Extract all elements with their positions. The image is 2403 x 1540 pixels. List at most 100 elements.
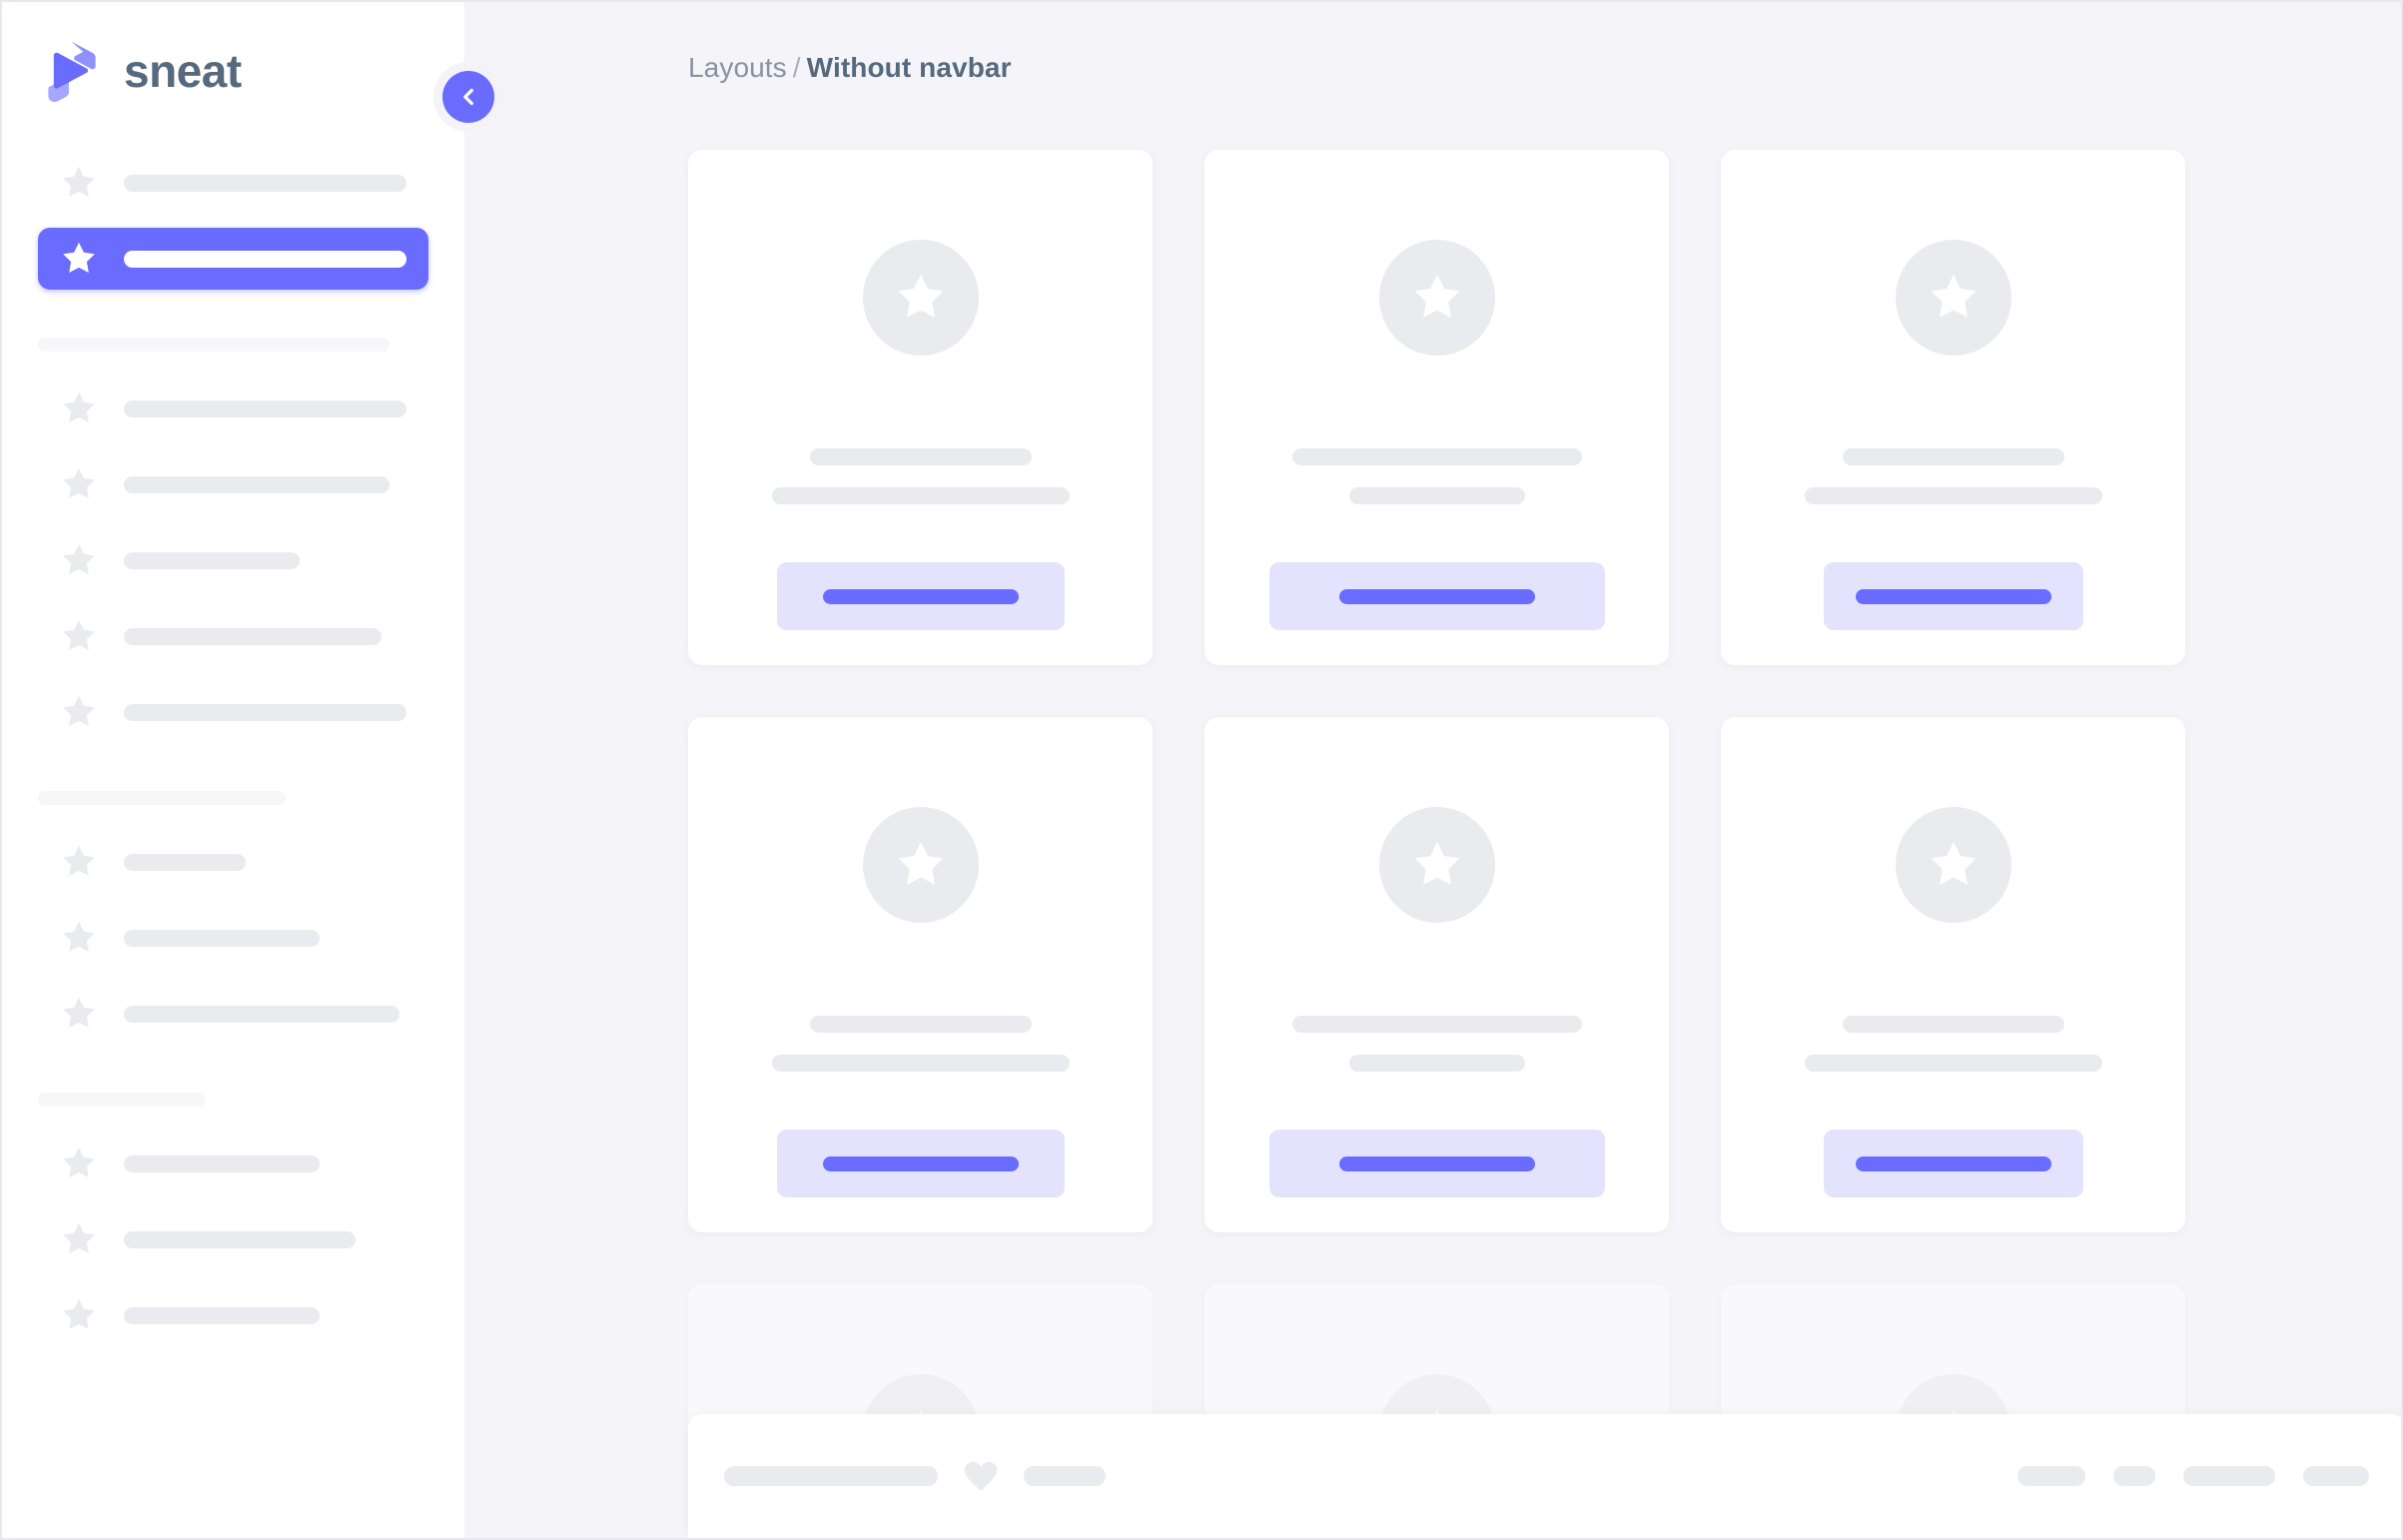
card-action-button[interactable]: [776, 1130, 1065, 1197]
main-content: Layouts / Without navbar: [464, 2, 2401, 1538]
sidebar-group-spacer: [2, 805, 464, 831]
card-subtitle-placeholder: [1348, 1055, 1525, 1072]
card-title-placeholder: [1842, 448, 2064, 465]
sidebar-item[interactable]: [38, 529, 428, 591]
sidebar-item[interactable]: [38, 378, 428, 439]
sidebar-item-label: [124, 1005, 400, 1023]
star-icon: [60, 919, 98, 957]
card-action-button[interactable]: [776, 562, 1065, 630]
card-action-button-label: [822, 1155, 1019, 1171]
sidebar-item-label: [124, 1306, 320, 1324]
sidebar-item[interactable]: [38, 983, 428, 1045]
sneat-s-logo-icon: [42, 40, 102, 102]
avatar: [1895, 240, 2011, 356]
breadcrumb-separator: /: [792, 52, 801, 83]
card-action-button-label: [1338, 588, 1535, 604]
sidebar-item[interactable]: [38, 681, 428, 743]
star-icon: [60, 1145, 98, 1182]
sidebar-item-label: [124, 703, 406, 721]
footer-link-placeholder[interactable]: [2017, 1466, 2085, 1486]
sidebar: sneat: [2, 2, 503, 1538]
content-card[interactable]: [1721, 717, 2185, 1232]
star-icon: [60, 541, 98, 579]
sidebar-item[interactable]: [38, 605, 428, 667]
content-card[interactable]: [1204, 150, 1669, 665]
sidebar-item-gap: [2, 515, 464, 529]
sidebar-item-label: [124, 399, 406, 417]
card-action-button-label: [1855, 1155, 2051, 1171]
star-icon: [1927, 271, 1981, 325]
star-icon: [60, 240, 98, 278]
star-icon: [60, 1220, 98, 1258]
sidebar-item[interactable]: [38, 453, 428, 515]
card-action-button-label: [822, 588, 1019, 604]
sidebar-collapse-toggle[interactable]: [433, 62, 503, 132]
breadcrumb-current: Without navbar: [806, 52, 1012, 83]
content-card[interactable]: [688, 717, 1153, 1232]
content-card[interactable]: [1204, 717, 1669, 1232]
heart-icon: [964, 1460, 998, 1492]
star-icon: [60, 389, 98, 427]
chevron-left-icon: [442, 71, 494, 123]
card-action-button[interactable]: [1823, 1130, 2083, 1197]
sidebar-item[interactable]: [38, 907, 428, 969]
sidebar-item-active[interactable]: [38, 228, 428, 290]
card-action-button[interactable]: [1823, 562, 2083, 630]
sidebar-item[interactable]: [38, 1284, 428, 1346]
footer: [688, 1414, 2401, 1538]
star-icon: [60, 995, 98, 1033]
sidebar-item-label: [124, 551, 300, 569]
sidebar-item-gap: [2, 214, 464, 228]
content-card[interactable]: [1721, 150, 2185, 665]
sidebar-group-divider: [38, 1093, 206, 1107]
avatar: [862, 807, 979, 923]
sidebar-item-label: [124, 853, 246, 871]
sidebar-item-gap: [2, 667, 464, 681]
card-title-placeholder: [809, 448, 1032, 465]
star-icon: [1410, 271, 1464, 325]
footer-link-placeholder[interactable]: [2303, 1466, 2369, 1486]
star-icon: [60, 693, 98, 731]
card-action-button-label: [1338, 1155, 1535, 1171]
star-icon: [60, 164, 98, 202]
card-subtitle-placeholder: [771, 487, 1070, 504]
footer-text-placeholder[interactable]: [1024, 1466, 1106, 1486]
card-subtitle-placeholder: [1804, 487, 2102, 504]
brand[interactable]: sneat: [42, 38, 242, 104]
card-action-button[interactable]: [1268, 562, 1605, 630]
star-icon: [60, 843, 98, 881]
sidebar-group-spacer: [2, 290, 464, 338]
footer-text-placeholder[interactable]: [724, 1466, 938, 1486]
breadcrumb-parent[interactable]: Layouts: [688, 52, 787, 83]
sidebar-group-spacer: [2, 1045, 464, 1093]
sidebar-item-gap: [2, 969, 464, 983]
star-icon: [1410, 838, 1464, 892]
sidebar-group-spacer: [2, 1107, 464, 1133]
card-grid: [688, 150, 2186, 1538]
footer-link-placeholder[interactable]: [2113, 1466, 2155, 1486]
sidebar-item[interactable]: [38, 831, 428, 893]
footer-right-group: [2017, 1466, 2369, 1486]
sidebar-item[interactable]: [38, 1133, 428, 1194]
sidebar-item-label: [124, 250, 406, 268]
sidebar-item-gap: [2, 893, 464, 907]
star-icon: [60, 465, 98, 503]
card-title-placeholder: [1842, 1016, 2064, 1033]
sidebar-item-label: [124, 1230, 356, 1248]
footer-link-placeholder[interactable]: [2183, 1466, 2275, 1486]
avatar: [1895, 807, 2011, 923]
avatar: [862, 240, 979, 356]
star-icon: [1927, 838, 1981, 892]
content-card[interactable]: [688, 150, 1153, 665]
sidebar-item-gap: [2, 439, 464, 453]
star-icon: [60, 617, 98, 655]
sidebar-item-label: [124, 1155, 320, 1172]
sidebar-item-gap: [2, 1194, 464, 1208]
card-action-button[interactable]: [1268, 1130, 1605, 1197]
avatar: [1378, 240, 1495, 356]
card-action-button-label: [1855, 588, 2051, 604]
sidebar-item[interactable]: [38, 1208, 428, 1270]
sidebar-item[interactable]: [38, 152, 428, 214]
star-icon: [894, 838, 948, 892]
card-subtitle-placeholder: [1804, 1055, 2102, 1072]
